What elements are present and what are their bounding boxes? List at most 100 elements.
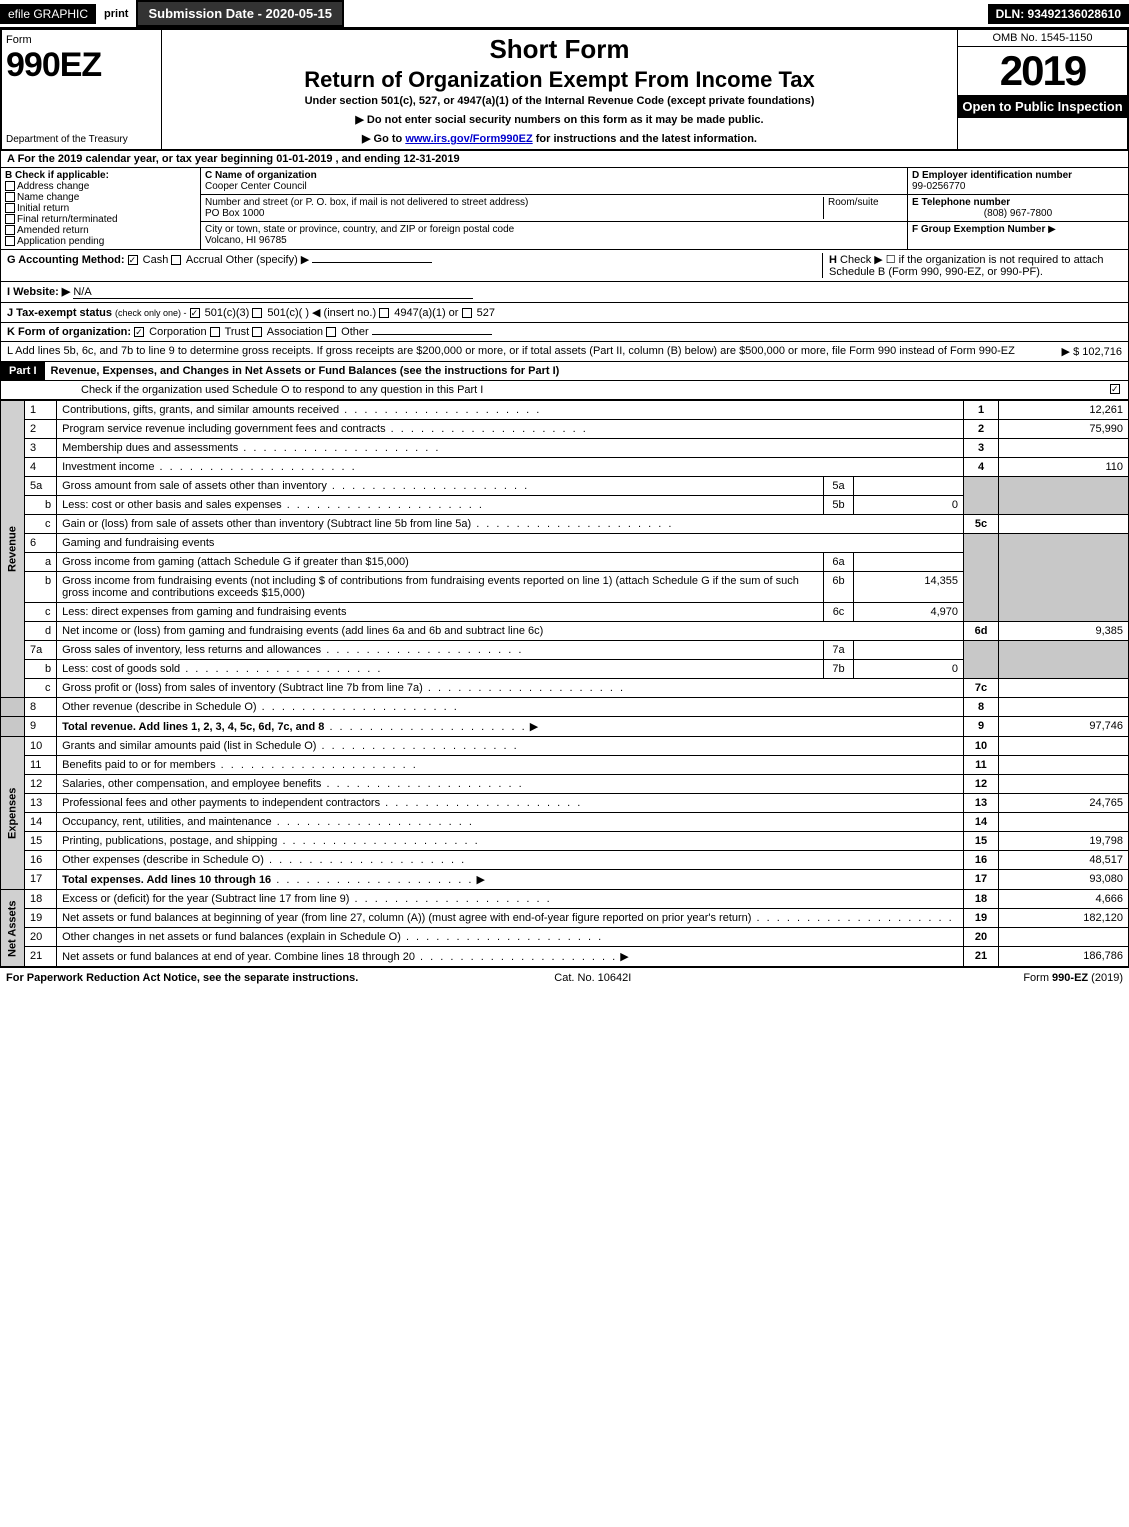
open-public-label: Open to Public Inspection xyxy=(958,95,1127,118)
line-4: 4Investment income4110 xyxy=(1,458,1129,477)
meta-grid: B Check if applicable: Address change Na… xyxy=(0,168,1129,250)
form-header: Form 990EZ Department of the Treasury Sh… xyxy=(0,28,1129,151)
part1-title: Revenue, Expenses, and Changes in Net As… xyxy=(45,362,566,380)
room-label: Room/suite xyxy=(823,197,903,219)
instr-ssn: ▶ Do not enter social security numbers o… xyxy=(170,113,949,126)
instr-link: ▶ Go to www.irs.gov/Form990EZ for instru… xyxy=(170,132,949,145)
k-trust-check[interactable] xyxy=(210,327,220,337)
return-title: Return of Organization Exempt From Incom… xyxy=(170,67,949,93)
tax-year: 2019 xyxy=(958,47,1127,95)
section-j: J Tax-exempt status (check only one) - 5… xyxy=(0,303,1129,323)
submission-date-button[interactable]: Submission Date - 2020-05-15 xyxy=(136,0,344,27)
line-6d: dNet income or (loss) from gaming and fu… xyxy=(1,622,1129,641)
instr2-pre: ▶ Go to xyxy=(362,133,405,145)
accrual-check[interactable] xyxy=(171,255,181,265)
form-label: Form xyxy=(6,34,157,46)
line-5a: 5aGross amount from sale of assets other… xyxy=(1,477,1129,496)
i-label: I Website: ▶ xyxy=(7,286,70,298)
section-g: G Accounting Method: Cash Accrual Other … xyxy=(7,253,822,278)
e-label: E Telephone number xyxy=(912,197,1010,208)
opt-pending[interactable]: Application pending xyxy=(5,236,196,247)
section-d: D Employer identification number 99-0256… xyxy=(908,168,1128,195)
period-row: A For the 2019 calendar year, or tax yea… xyxy=(0,151,1129,168)
j-4947-check[interactable] xyxy=(379,308,389,318)
line-15: 15Printing, publications, postage, and s… xyxy=(1,832,1129,851)
h-text: Check ▶ ☐ if the organization is not req… xyxy=(829,254,1104,278)
footer-right: Form 990-EZ (2019) xyxy=(1023,972,1123,984)
city-label: City or town, state or province, country… xyxy=(205,224,514,235)
form-number: 990EZ xyxy=(6,46,157,85)
l-text: L Add lines 5b, 6c, and 7b to line 9 to … xyxy=(7,345,1054,358)
line-6b: bGross income from fundraising events (n… xyxy=(1,572,1129,603)
f-label: F Group Exemption Number xyxy=(912,224,1045,235)
subtitle: Under section 501(c), 527, or 4947(a)(1)… xyxy=(170,95,949,107)
expenses-side-label: Expenses xyxy=(1,737,25,890)
section-k: K Form of organization: Corporation Trus… xyxy=(0,323,1129,342)
section-f: F Group Exemption Number ▶ xyxy=(908,222,1128,237)
line-5c: cGain or (loss) from sale of assets othe… xyxy=(1,515,1129,534)
line-20: 20Other changes in net assets or fund ba… xyxy=(1,928,1129,947)
line-2: 2Program service revenue including gover… xyxy=(1,420,1129,439)
line-7c: cGross profit or (loss) from sales of in… xyxy=(1,679,1129,698)
short-form-title: Short Form xyxy=(170,34,949,65)
section-b: B Check if applicable: Address change Na… xyxy=(1,168,201,249)
line-13: 13Professional fees and other payments t… xyxy=(1,794,1129,813)
section-h: H Check ▶ ☐ if the organization is not r… xyxy=(822,253,1122,278)
header-right: OMB No. 1545-1150 2019 Open to Public In… xyxy=(957,30,1127,149)
footer-left: For Paperwork Reduction Act Notice, see … xyxy=(6,972,358,984)
d-label: D Employer identification number xyxy=(912,170,1072,181)
ein-value: 99-0256770 xyxy=(912,181,965,192)
line-5b: bLess: cost or other basis and sales exp… xyxy=(1,496,1129,515)
opt-initial[interactable]: Initial return xyxy=(5,203,196,214)
line-19: 19Net assets or fund balances at beginni… xyxy=(1,909,1129,928)
line-11: 11Benefits paid to or for members11 xyxy=(1,756,1129,775)
line-6a: aGross income from gaming (attach Schedu… xyxy=(1,553,1129,572)
opt-amended[interactable]: Amended return xyxy=(5,225,196,236)
dln-label: DLN: 93492136028610 xyxy=(988,4,1129,24)
top-bar: efile GRAPHIC print Submission Date - 20… xyxy=(0,0,1129,28)
print-button[interactable]: print xyxy=(96,5,136,23)
j-label: J Tax-exempt status xyxy=(7,307,112,319)
city-block: City or town, state or province, country… xyxy=(201,222,907,248)
line-9: 9Total revenue. Add lines 1, 2, 3, 4, 5c… xyxy=(1,717,1129,737)
j-501c3-check[interactable] xyxy=(190,308,200,318)
cash-check[interactable] xyxy=(128,255,138,265)
g-label: G Accounting Method: xyxy=(7,254,125,266)
f-arrow: ▶ xyxy=(1048,224,1056,235)
addr-block: Number and street (or P. O. box, if mail… xyxy=(201,195,907,222)
l-amount: ▶ $ 102,716 xyxy=(1054,345,1122,358)
addr-label: Number and street (or P. O. box, if mail… xyxy=(205,197,528,208)
header-left: Form 990EZ Department of the Treasury xyxy=(2,30,162,149)
j-501c-check[interactable] xyxy=(252,308,262,318)
line-21: 21Net assets or fund balances at end of … xyxy=(1,947,1129,967)
k-label: K Form of organization: xyxy=(7,326,131,338)
line-6c: cLess: direct expenses from gaming and f… xyxy=(1,603,1129,622)
c-label: C Name of organization xyxy=(205,170,317,181)
line-12: 12Salaries, other compensation, and empl… xyxy=(1,775,1129,794)
gh-row: G Accounting Method: Cash Accrual Other … xyxy=(0,250,1129,282)
line-17: 17Total expenses. Add lines 10 through 1… xyxy=(1,870,1129,890)
org-name: Cooper Center Council xyxy=(205,181,307,192)
k-corp-check[interactable] xyxy=(134,327,144,337)
irs-link[interactable]: www.irs.gov/Form990EZ xyxy=(405,133,532,145)
dept-label: Department of the Treasury xyxy=(6,134,128,145)
section-e: E Telephone number (808) 967-7800 xyxy=(908,195,1128,222)
k-other-check[interactable] xyxy=(326,327,336,337)
opt-name[interactable]: Name change xyxy=(5,192,196,203)
omb-number: OMB No. 1545-1150 xyxy=(958,30,1127,47)
section-c: C Name of organization Cooper Center Cou… xyxy=(201,168,908,249)
part1-schedule-o-check[interactable] xyxy=(1110,384,1120,394)
efile-label: efile GRAPHIC xyxy=(0,4,96,24)
k-assoc-check[interactable] xyxy=(252,327,262,337)
revenue-side-label: Revenue xyxy=(1,401,25,698)
org-name-block: C Name of organization Cooper Center Cou… xyxy=(201,168,907,195)
line-7a: 7aGross sales of inventory, less returns… xyxy=(1,641,1129,660)
opt-address[interactable]: Address change xyxy=(5,181,196,192)
line-6: 6Gaming and fundraising events xyxy=(1,534,1129,553)
j-hint: (check only one) - xyxy=(115,308,187,318)
line-16: 16Other expenses (describe in Schedule O… xyxy=(1,851,1129,870)
j-527-check[interactable] xyxy=(462,308,472,318)
line-7b: bLess: cost of goods sold7b0 xyxy=(1,660,1129,679)
opt-final[interactable]: Final return/terminated xyxy=(5,214,196,225)
section-l: L Add lines 5b, 6c, and 7b to line 9 to … xyxy=(0,342,1129,362)
